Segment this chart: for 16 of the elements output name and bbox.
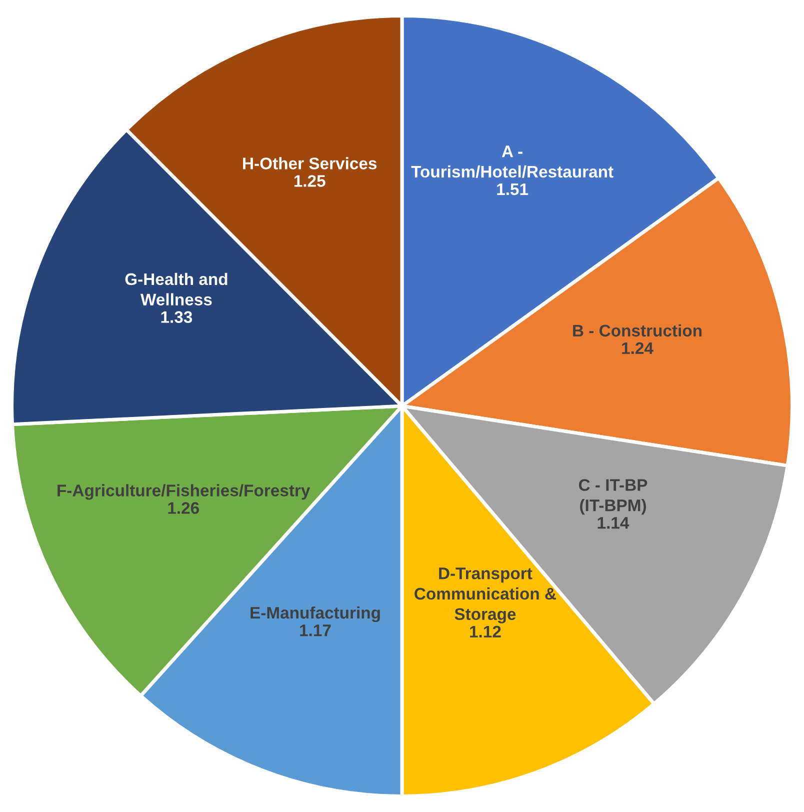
data-label: 1.26: [168, 502, 199, 514]
data-label: 1.51: [497, 184, 528, 196]
data-label: 1.33: [161, 311, 192, 323]
data-label: 1.14: [598, 517, 630, 529]
slice-label: D-Transport Communication & Storage: [414, 568, 556, 624]
slice-label: E-Manufacturing: [250, 606, 380, 622]
data-label: 1.24: [622, 342, 654, 354]
slice-label: B - Construction: [573, 324, 702, 337]
slice-label: C - IT-BP (IT-BPM): [578, 479, 648, 515]
data-label: 1.12: [470, 626, 501, 638]
data-label: 1.17: [300, 624, 331, 636]
slice-label: F-Agriculture/Fisheries/Forestry: [58, 484, 310, 500]
slice-label: G-Health and Wellness: [125, 272, 228, 306]
slice-label: H-Other Services: [243, 157, 377, 170]
data-label: 1.25: [294, 175, 326, 187]
slice-label: A - Tourism/Hotel/Restaurant: [411, 146, 614, 178]
